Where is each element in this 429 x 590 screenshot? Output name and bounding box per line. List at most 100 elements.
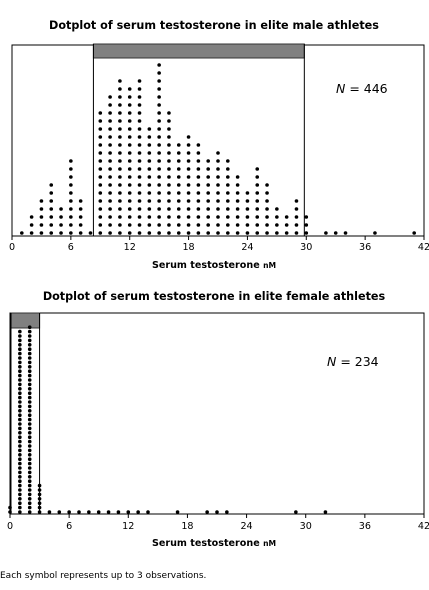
female-dot — [27, 479, 32, 484]
male-dot — [108, 199, 112, 203]
male-dot — [98, 207, 103, 211]
female-range-bar-header — [10, 312, 41, 329]
female-dot — [37, 497, 42, 501]
male-dot — [108, 111, 112, 115]
female-dot — [18, 444, 22, 448]
male-dot — [186, 223, 191, 227]
female-dot — [37, 492, 42, 497]
male-dot — [167, 167, 171, 171]
male-dot — [127, 127, 132, 131]
female-dot — [27, 475, 32, 479]
female-dot — [27, 492, 32, 497]
male-dot — [137, 159, 142, 163]
male-n-label: N = 446 — [336, 81, 388, 96]
female-dot — [18, 404, 22, 409]
male-dot — [147, 135, 152, 139]
male-dot — [108, 207, 112, 211]
male-dot — [108, 175, 112, 179]
male-dot — [29, 223, 34, 227]
male-dot — [167, 119, 171, 123]
female-dot — [27, 365, 32, 369]
male-x-tick-label: 42 — [418, 242, 429, 253]
male-dot — [69, 159, 73, 163]
male-dot — [118, 103, 122, 107]
male-dot — [118, 151, 122, 155]
male-x-tick-label: 18 — [182, 242, 194, 253]
male-dot — [127, 103, 132, 107]
male-dot — [167, 215, 171, 219]
male-dot — [118, 191, 122, 195]
female-dot — [18, 426, 22, 431]
male-dot — [118, 119, 122, 123]
male-dot — [147, 143, 152, 147]
male-dot — [196, 207, 201, 211]
male-dot — [69, 183, 73, 187]
male-dot — [108, 167, 112, 171]
female-dot — [18, 479, 22, 484]
male-dot — [216, 231, 220, 235]
male-dot — [186, 207, 191, 211]
female-dot — [27, 444, 32, 448]
male-dot — [78, 199, 83, 203]
female-dot — [18, 356, 22, 360]
male-dot — [108, 95, 112, 99]
male-dot — [186, 215, 191, 219]
male-dot — [216, 207, 220, 211]
male-dot — [49, 191, 54, 195]
male-dot — [206, 191, 210, 195]
male-dot — [137, 143, 142, 147]
male-dot — [167, 199, 171, 203]
male-dot — [235, 183, 240, 187]
male-dot — [167, 207, 171, 211]
female-dot — [27, 351, 32, 356]
female-dot — [37, 510, 42, 514]
male-dot — [226, 223, 230, 227]
male-dot — [235, 191, 240, 195]
female-dot — [18, 453, 22, 457]
male-dot — [216, 151, 220, 155]
male-dot — [167, 135, 171, 139]
male-n-symbol: N — [336, 81, 346, 96]
male-dot — [265, 183, 269, 187]
male-dot — [245, 231, 250, 235]
female-dot — [18, 338, 22, 343]
male-dot — [167, 191, 171, 195]
male-dot — [157, 103, 161, 107]
male-dot — [108, 143, 112, 147]
male-dot — [39, 207, 44, 211]
male-dot — [98, 119, 103, 123]
male-dot — [137, 87, 142, 91]
male-dot — [137, 199, 142, 203]
male-dot — [216, 215, 220, 219]
male-dot — [127, 87, 132, 91]
male-dot — [108, 103, 112, 107]
male-dot — [412, 231, 416, 235]
female-dot — [27, 387, 32, 391]
female-dots — [8, 325, 328, 514]
male-dot — [245, 215, 250, 219]
female-dot — [205, 510, 209, 514]
male-dot — [137, 167, 142, 171]
male-dot — [167, 231, 171, 235]
male-dot — [147, 127, 152, 131]
male-dot — [127, 159, 132, 163]
female-dot — [8, 505, 12, 510]
male-dot — [108, 215, 112, 219]
male-dot — [157, 175, 161, 179]
male-dot — [186, 231, 191, 235]
female-dot — [18, 329, 22, 334]
male-dot — [49, 215, 54, 219]
male-dot — [137, 127, 142, 131]
male-dot — [216, 167, 220, 171]
female-dot — [126, 510, 131, 514]
male-dot — [147, 191, 152, 195]
female-dot — [215, 510, 219, 514]
female-x-tick-label: 0 — [7, 521, 13, 532]
male-dot — [127, 175, 132, 179]
female-dot — [8, 510, 12, 514]
female-dot — [27, 343, 32, 347]
female-dot — [18, 395, 22, 400]
male-dot — [88, 231, 93, 235]
male-dot — [127, 95, 132, 99]
female-dot — [18, 497, 22, 501]
